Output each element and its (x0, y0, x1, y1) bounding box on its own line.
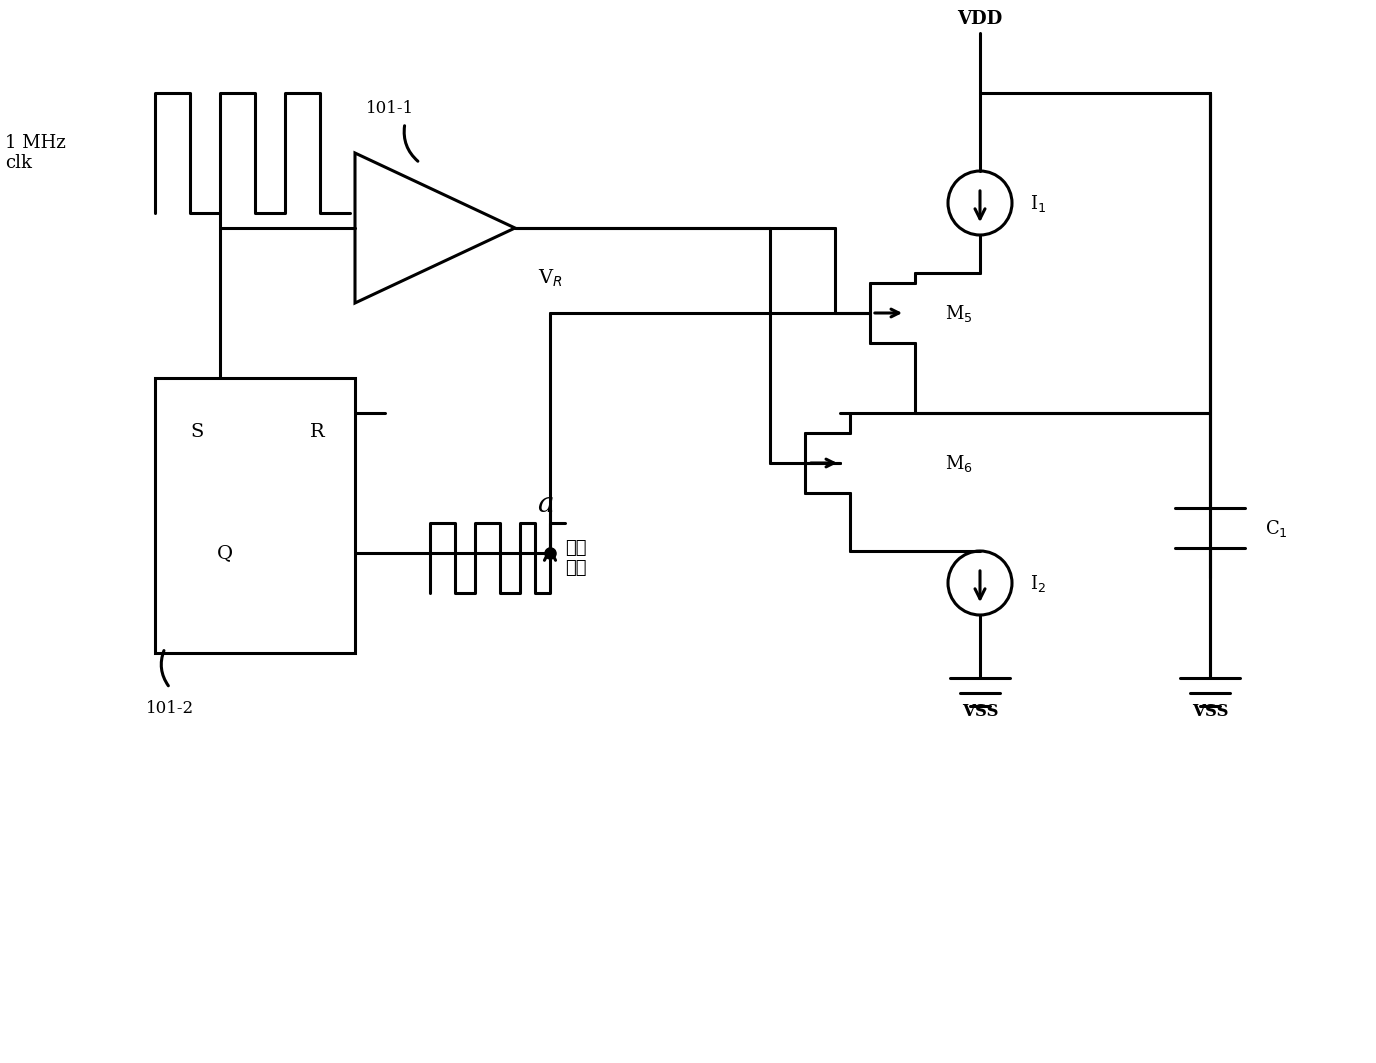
Text: S: S (190, 423, 204, 441)
Text: C$_1$: C$_1$ (1265, 518, 1288, 539)
Text: VSS: VSS (962, 703, 998, 720)
Text: 101-1: 101-1 (366, 100, 414, 117)
Text: 101-2: 101-2 (146, 699, 194, 716)
Text: M$_6$: M$_6$ (945, 453, 973, 473)
Bar (155, 378, 355, 653)
Text: Q: Q (217, 544, 233, 562)
Text: M$_5$: M$_5$ (945, 303, 973, 323)
Text: I$_1$: I$_1$ (1031, 192, 1046, 214)
Text: I$_2$: I$_2$ (1031, 573, 1046, 593)
Text: V$_R$: V$_R$ (538, 268, 563, 289)
Text: a: a (537, 491, 553, 518)
Text: VSS: VSS (1192, 703, 1229, 720)
Text: R: R (310, 423, 325, 441)
Text: 1 MHz
clk: 1 MHz clk (6, 134, 66, 172)
Text: 混沌
序列: 混沌 序列 (566, 539, 586, 577)
Text: VDD: VDD (958, 10, 1003, 28)
